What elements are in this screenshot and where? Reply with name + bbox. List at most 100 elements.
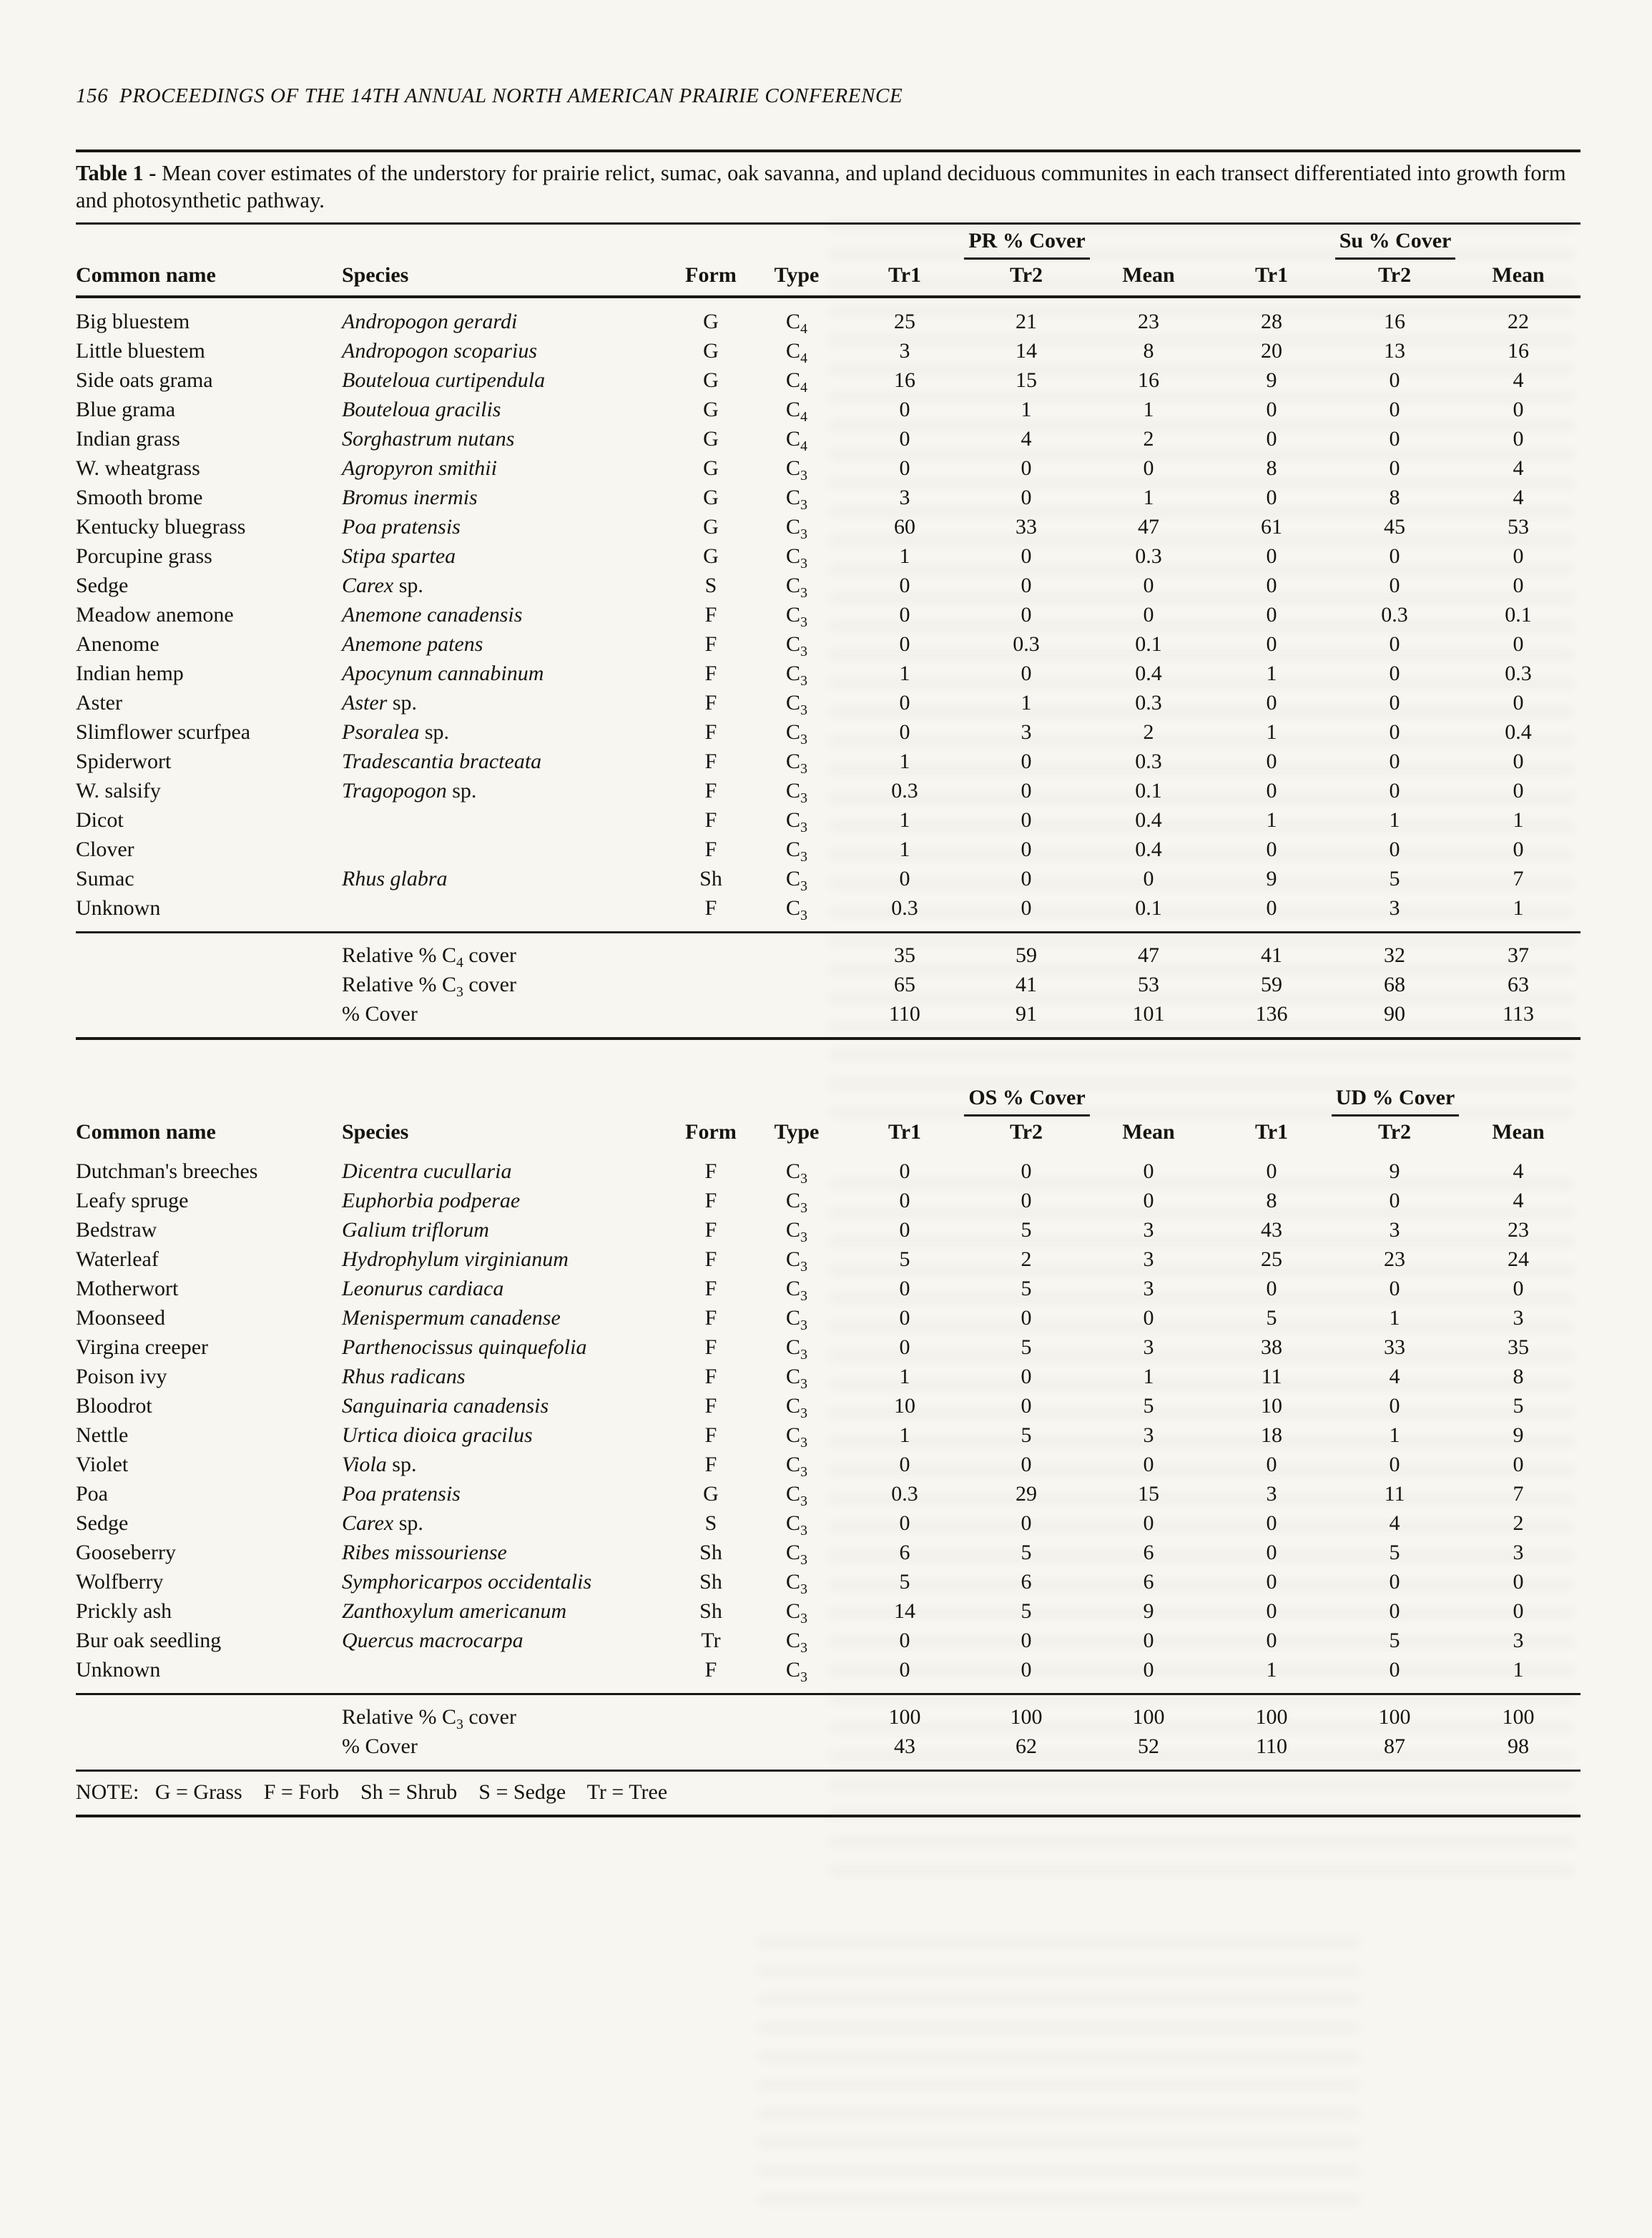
common-name-cell: Little bluestem: [76, 339, 205, 363]
form-cell: F: [704, 1218, 717, 1242]
cover-value-cell: 0: [899, 398, 910, 421]
common-name-cell: Motherwort: [76, 1277, 179, 1300]
cover-value-cell: 0: [1389, 1277, 1400, 1300]
common-name-cell: Bedstraw: [76, 1218, 157, 1242]
summary-value-cell: 52: [1138, 1734, 1159, 1758]
cover-value-cell: 2: [1143, 720, 1154, 744]
cover-value-cell: 45: [1384, 515, 1406, 539]
form-cell: Sh: [699, 1570, 722, 1594]
type-cell: C3: [786, 1423, 807, 1451]
species-row: Blue grama Bouteloua gracilis G C4 0 1 1 0 0 0: [76, 395, 1580, 424]
type-cell: C3: [786, 838, 807, 865]
common-name-cell: Side oats grama: [76, 368, 213, 392]
cover-value-cell: 0: [1513, 1570, 1524, 1594]
summary-value-cell: 100: [1333, 1693, 1457, 1732]
species-row: Kentucky bluegrass Poa pratensis G C3 60 33 47…: [76, 512, 1580, 541]
table-caption-text: Mean cover estimates of the understory f…: [76, 161, 1566, 212]
cover-value-cell: 0: [1266, 1599, 1277, 1623]
cover-value-cell: 0: [1266, 838, 1277, 861]
cover-value-cell: 10: [894, 1394, 915, 1418]
type-cell: C4: [786, 310, 807, 337]
species-row: Virgina creeper Parthenocissus quinquefol…: [76, 1333, 1580, 1362]
species-row: Clover F C3 1 0 0.4 0 0 0: [76, 835, 1580, 864]
cover-value-cell: 1: [899, 1423, 910, 1447]
cover-value-cell: 0: [1389, 750, 1400, 773]
cover-value-cell: 21: [1016, 310, 1037, 333]
column-header-type: Type: [749, 260, 844, 298]
cover-value-cell: 3: [1143, 1423, 1154, 1447]
cover-value-cell: 0: [899, 1306, 910, 1330]
cover-value-cell: 0: [1021, 1189, 1032, 1212]
cover-value-cell: 0: [1266, 1277, 1277, 1300]
cover-value-cell: 60: [894, 515, 915, 539]
cover-value-cell: 0: [899, 1218, 910, 1242]
summary-value-cell: 53: [1138, 973, 1160, 996]
form-cell: F: [704, 662, 717, 685]
type-cell: C3: [786, 1629, 807, 1656]
cover-value-cell: 2: [1513, 1511, 1524, 1535]
cover-value-cell: 0: [899, 1159, 910, 1183]
table-body: Dutchman's breeches Dicentra cucullaria F C…: [76, 1148, 1580, 1694]
type-cell: C3: [786, 779, 807, 806]
summary-value-cell: 62: [1016, 1734, 1037, 1758]
cover-value-cell: 6: [1143, 1570, 1154, 1594]
type-cell: C3: [786, 1453, 807, 1480]
common-name-cell: Bur oak seedling: [76, 1629, 222, 1652]
cover-value-cell: 1: [1143, 398, 1154, 421]
cover-value-cell: 0: [899, 1511, 910, 1535]
cover-value-cell: 16: [1138, 368, 1160, 392]
type-cell: C3: [786, 1482, 807, 1509]
cover-value-cell: 0: [899, 427, 910, 451]
cover-value-cell: 0.3: [1135, 544, 1162, 568]
cover-value-cell: 0: [1021, 603, 1032, 627]
summary-value-cell: 110: [889, 1002, 920, 1026]
form-cell: F: [704, 1658, 717, 1682]
summary-value-cell: 100: [1210, 1693, 1334, 1732]
species-cell: Anemone patens: [342, 632, 483, 656]
species-cell: Aster sp.: [342, 691, 418, 715]
form-cell: G: [703, 456, 719, 480]
common-name-cell: Wolfberry: [76, 1570, 164, 1594]
cover-value-cell: 0: [1389, 838, 1400, 861]
species-row: Indian hemp Apocynum cannabinum F C3 1 0 0.4 1 0…: [76, 659, 1580, 688]
form-cell: Sh: [699, 867, 722, 890]
species-row: Motherwort Leonurus cardiaca F C3 0 5 3 0 0 0: [76, 1274, 1580, 1303]
cover-value-cell: 16: [894, 368, 915, 392]
cover-value-cell: 5: [1021, 1277, 1032, 1300]
cover-value-cell: 1: [1266, 662, 1277, 685]
species-cell: Andropogon gerardi: [342, 310, 518, 333]
cover-value-cell: 0: [1021, 1511, 1032, 1535]
cover-value-cell: 0: [1266, 750, 1277, 773]
species-row: Violet Viola sp. F C3 0 0 0 0 0 0: [76, 1450, 1580, 1479]
summary-label-cell: % Cover: [342, 1734, 418, 1758]
cover-value-cell: 3: [1143, 1247, 1154, 1271]
form-cell: S: [704, 574, 717, 597]
cover-value-cell: 1: [899, 544, 910, 568]
species-cell: Bromus inermis: [342, 486, 478, 509]
cover-value-cell: 0: [1266, 1453, 1277, 1476]
table-body: Big bluestem Andropogon gerardi G C4 25 21 23 2…: [76, 297, 1580, 933]
form-cell: F: [704, 1453, 717, 1476]
cover-value-cell: 0: [1513, 1599, 1524, 1623]
species-row: Indian grass Sorghastrum nutans G C4 0 4 2 0 0 0: [76, 424, 1580, 453]
cover-value-cell: 3: [1266, 1482, 1277, 1506]
cover-value-cell: 33: [1016, 515, 1037, 539]
cover-value-cell: 9: [1266, 368, 1277, 392]
common-name-cell: Kentucky bluegrass: [76, 515, 246, 539]
cover-value-cell: 0.3: [891, 779, 918, 803]
running-head-title: PROCEEDINGS OF THE 14TH ANNUAL NORTH AME…: [119, 84, 903, 107]
summary-value-cell: 87: [1384, 1734, 1406, 1758]
cover-value-cell: 0.4: [1135, 808, 1162, 832]
summary-value-cell: 100: [965, 1693, 1087, 1732]
summary-label-cell: Relative % C3 cover: [342, 973, 516, 1000]
species-cell: Dicentra cucullaria: [342, 1159, 512, 1183]
cover-value-cell: 1: [1389, 808, 1400, 832]
cover-value-cell: 0: [1389, 691, 1400, 715]
column-header-tr1: Tr1: [1210, 260, 1334, 298]
type-cell: C3: [786, 632, 807, 659]
species-cell: Agropyron smithii: [342, 456, 497, 480]
type-cell: C3: [786, 1511, 807, 1538]
cover-value-cell: 5: [1143, 1394, 1154, 1418]
cover-value-cell: 9: [1513, 1423, 1524, 1447]
type-cell: C3: [786, 1599, 807, 1626]
